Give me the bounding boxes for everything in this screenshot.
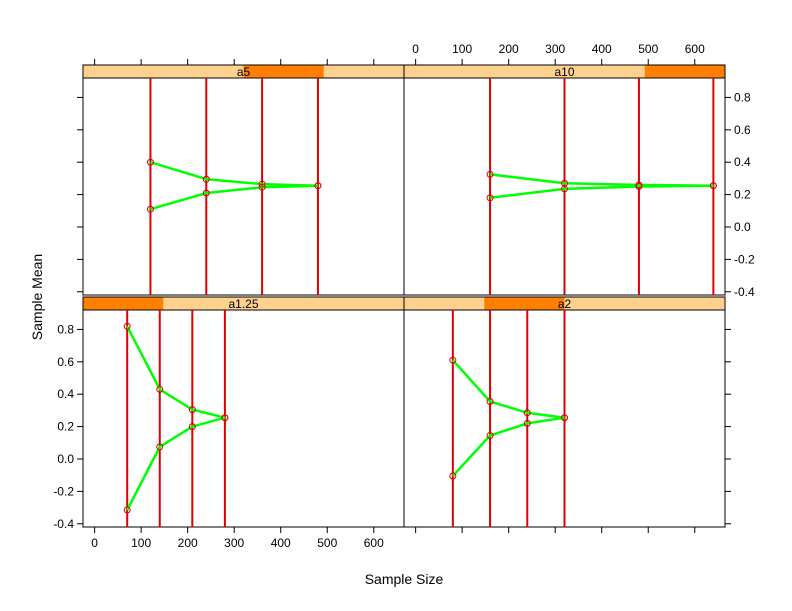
y-tick-label: 0.8 [734, 90, 751, 104]
strip-label: a1.25 [228, 297, 258, 311]
strip-label: a2 [558, 297, 572, 311]
strip-label: a10 [554, 65, 574, 79]
y-tick-label: 0.8 [57, 322, 74, 336]
lower-mean-point [156, 443, 164, 451]
y-tick-label: -0.4 [734, 285, 755, 299]
upper-mean-point [146, 158, 154, 166]
lower-mean-line [126, 416, 226, 511]
upper-mean-point [486, 170, 494, 178]
y-tick-label: 0.6 [734, 123, 751, 137]
y-tick-label: 0.2 [734, 188, 751, 202]
x-tick-label: 400 [271, 536, 291, 550]
y-tick-label: -0.2 [734, 252, 755, 266]
x-tick-label: 200 [499, 42, 519, 56]
x-tick-label: 100 [452, 42, 472, 56]
x-tick-label: 500 [638, 42, 658, 56]
panel-frame [82, 309, 405, 528]
x-tick-label: 300 [224, 536, 244, 550]
strip-label: a5 [237, 65, 251, 79]
x-tick-label: 500 [317, 536, 337, 550]
panel-frame [82, 77, 405, 296]
x-tick-label: 0 [91, 536, 98, 550]
y-tick-label: -0.2 [53, 484, 74, 498]
upper-mean-point [258, 180, 266, 188]
y-tick-label: -0.4 [53, 517, 74, 531]
x-tick-label: 100 [131, 536, 151, 550]
upper-mean-point [156, 385, 164, 393]
strip-shingle [243, 65, 324, 78]
upper-mean-point [486, 397, 494, 405]
lower-mean-point [188, 423, 196, 431]
strip-shingle [644, 65, 725, 78]
strips: a1.25 a2 a5 a10 [82, 64, 726, 311]
axes: -0.4 -0.2 0.0 0.2 0.4 0.6 0.8 0 100 200 300 400 500 6… [53, 42, 755, 550]
lower-mean-point [202, 189, 210, 197]
upper-mean-point [188, 406, 196, 414]
upper-mean-point [123, 322, 131, 330]
upper-mean-point [449, 356, 457, 364]
y-tick-label: 0.4 [57, 387, 74, 401]
upper-mean-point [523, 409, 531, 417]
upper-mean-line [451, 359, 565, 419]
lower-mean-point [709, 182, 717, 190]
y-tick-label: 0.6 [57, 355, 74, 369]
upper-mean-line [150, 161, 318, 187]
strip-shingle [83, 297, 164, 310]
upper-mean-line [489, 173, 714, 187]
y-tick-label: 0.2 [57, 420, 74, 434]
y-axis-title: Sample Mean [29, 254, 45, 340]
lower-mean-point [123, 506, 131, 514]
lower-mean-point [221, 414, 229, 422]
x-tick-label: 300 [545, 42, 565, 56]
lower-mean-point [635, 183, 643, 190]
x-tick-label: 600 [685, 42, 705, 56]
lower-mean-line [451, 416, 565, 477]
y-tick-label: 0.4 [734, 155, 751, 169]
chart-marks [123, 78, 717, 527]
lower-mean-point [561, 185, 568, 193]
lower-mean-point [486, 432, 494, 440]
lower-mean-line [150, 184, 318, 211]
lower-mean-point [486, 194, 494, 202]
x-tick-label: 600 [364, 536, 384, 550]
x-tick-label: 400 [592, 42, 612, 56]
upper-mean-line [126, 325, 226, 419]
y-tick-label: 0.0 [734, 220, 751, 234]
lower-mean-line [489, 184, 714, 200]
lower-mean-point [523, 419, 531, 427]
y-tick-label: 0.0 [57, 452, 74, 466]
lower-mean-point [314, 182, 322, 190]
lower-mean-point [561, 414, 568, 422]
x-axis-title: Sample Size [365, 571, 444, 587]
lower-mean-point [146, 205, 154, 213]
strip-shingle [484, 297, 565, 310]
lower-mean-point [449, 472, 457, 480]
x-tick-label: 200 [178, 536, 198, 550]
x-tick-label: 0 [412, 42, 419, 56]
lower-mean-point [258, 183, 266, 191]
upper-mean-point [202, 175, 210, 183]
